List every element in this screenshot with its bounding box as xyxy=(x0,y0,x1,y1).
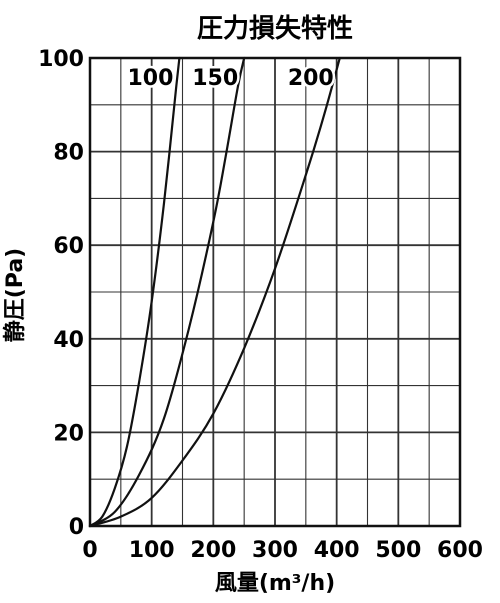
series-label-200: 200 xyxy=(288,66,334,91)
x-tick-label: 400 xyxy=(314,538,360,563)
series-line-100 xyxy=(88,56,181,528)
plot-border xyxy=(88,56,462,528)
plot-frame xyxy=(88,56,462,528)
x-tick-label: 300 xyxy=(252,538,298,563)
x-tick-label: 200 xyxy=(190,538,236,563)
series-label-100: 100 xyxy=(127,66,173,91)
x-tick-label: 100 xyxy=(129,538,175,563)
series-lines xyxy=(88,56,341,528)
x-tick-labels: 0 100 200 300 400 500 600 xyxy=(82,538,483,563)
x-axis-label: 風量(m³/h) xyxy=(215,571,335,596)
y-tick-label: 40 xyxy=(53,328,84,353)
y-tick-labels: 0 20 40 60 80 100 xyxy=(38,47,84,540)
y-tick-label: 0 xyxy=(69,515,84,540)
series-labels: 100 150 200 xyxy=(125,64,336,94)
y-tick-label: 20 xyxy=(53,421,84,446)
series-line-200 xyxy=(88,56,341,528)
x-tick-label: 0 xyxy=(82,538,97,563)
y-tick-label: 80 xyxy=(53,141,84,166)
series-label-150: 150 xyxy=(192,66,238,91)
y-tick-label: 60 xyxy=(53,234,84,259)
y-tick-label: 100 xyxy=(38,47,84,72)
y-axis-label: 静圧(Pa) xyxy=(2,248,28,343)
chart-title: 圧力損失特性 xyxy=(197,13,353,44)
x-tick-label: 500 xyxy=(375,538,421,563)
grid xyxy=(89,57,461,527)
x-tick-label: 600 xyxy=(437,538,483,563)
series-line-150 xyxy=(88,56,246,528)
